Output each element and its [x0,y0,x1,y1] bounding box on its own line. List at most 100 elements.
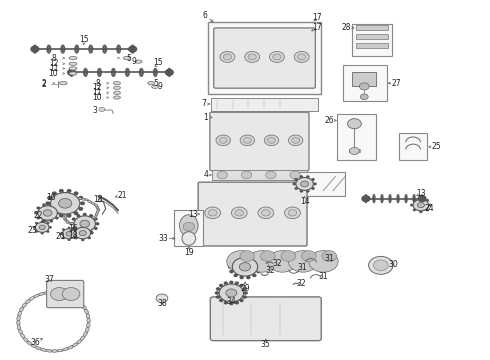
Ellipse shape [17,320,20,325]
Circle shape [43,204,45,206]
Text: 18: 18 [68,231,78,240]
Ellipse shape [182,231,196,245]
Ellipse shape [91,202,95,204]
Ellipse shape [114,82,121,85]
Circle shape [217,171,227,179]
FancyBboxPatch shape [210,297,321,341]
Text: 14: 14 [300,197,309,206]
Circle shape [75,227,91,239]
Ellipse shape [73,223,78,225]
Ellipse shape [68,346,74,349]
Circle shape [33,227,35,228]
Bar [212,170,307,180]
Circle shape [420,198,422,199]
Text: 15: 15 [153,58,163,67]
Circle shape [219,284,244,302]
Circle shape [49,227,51,228]
Circle shape [307,176,309,177]
Circle shape [322,251,337,261]
Ellipse shape [66,220,70,223]
Ellipse shape [82,222,87,225]
Ellipse shape [70,222,75,225]
Bar [356,26,388,31]
Ellipse shape [77,198,82,199]
FancyBboxPatch shape [214,28,316,88]
Circle shape [58,212,60,214]
Circle shape [243,288,246,290]
Ellipse shape [69,72,77,75]
Ellipse shape [51,350,58,352]
Ellipse shape [152,85,159,88]
Circle shape [293,183,295,185]
Circle shape [43,210,52,216]
Ellipse shape [135,60,142,63]
Circle shape [73,218,75,220]
Circle shape [297,54,306,60]
Ellipse shape [69,62,77,66]
Ellipse shape [19,329,23,334]
Circle shape [230,302,233,305]
Bar [337,114,376,160]
Text: 8: 8 [95,79,100,88]
Circle shape [289,135,303,145]
Circle shape [91,233,93,234]
Text: 38: 38 [157,299,167,308]
Text: 35: 35 [261,340,270,349]
Ellipse shape [27,341,32,345]
Bar [356,42,388,48]
Ellipse shape [373,195,375,203]
Circle shape [83,232,86,234]
Ellipse shape [82,305,86,310]
Ellipse shape [31,344,37,348]
Circle shape [253,274,256,276]
Ellipse shape [97,208,100,211]
Ellipse shape [18,311,22,316]
Circle shape [205,207,220,219]
Circle shape [347,119,361,129]
Ellipse shape [46,218,49,221]
Circle shape [68,69,75,75]
Circle shape [75,237,77,239]
Circle shape [242,171,252,179]
Circle shape [362,196,370,202]
Ellipse shape [168,68,171,76]
Text: 2: 2 [41,80,46,89]
Text: 22: 22 [33,211,43,220]
Circle shape [230,270,233,273]
Ellipse shape [46,350,53,352]
Circle shape [224,302,227,304]
Circle shape [46,202,49,204]
Circle shape [295,188,297,189]
Ellipse shape [131,45,134,53]
Ellipse shape [85,327,89,332]
Circle shape [68,239,70,240]
Circle shape [59,198,72,208]
Circle shape [80,220,90,227]
Circle shape [240,300,243,302]
Circle shape [234,274,237,276]
Circle shape [426,200,428,201]
Circle shape [418,196,426,202]
FancyBboxPatch shape [198,182,307,246]
Circle shape [47,222,49,224]
Circle shape [42,233,43,234]
Circle shape [373,260,388,271]
Ellipse shape [114,86,121,89]
Circle shape [217,296,220,298]
Ellipse shape [72,197,76,199]
Ellipse shape [103,45,106,53]
Ellipse shape [78,224,83,225]
Circle shape [312,179,314,180]
Circle shape [220,300,222,302]
Circle shape [90,231,93,233]
Circle shape [301,181,309,187]
Circle shape [281,251,295,261]
Text: 21: 21 [117,190,126,199]
Ellipse shape [84,199,89,201]
Bar [174,211,203,246]
Circle shape [48,207,51,210]
Ellipse shape [112,68,115,76]
Circle shape [224,282,227,284]
Ellipse shape [91,218,95,221]
Circle shape [285,207,300,219]
